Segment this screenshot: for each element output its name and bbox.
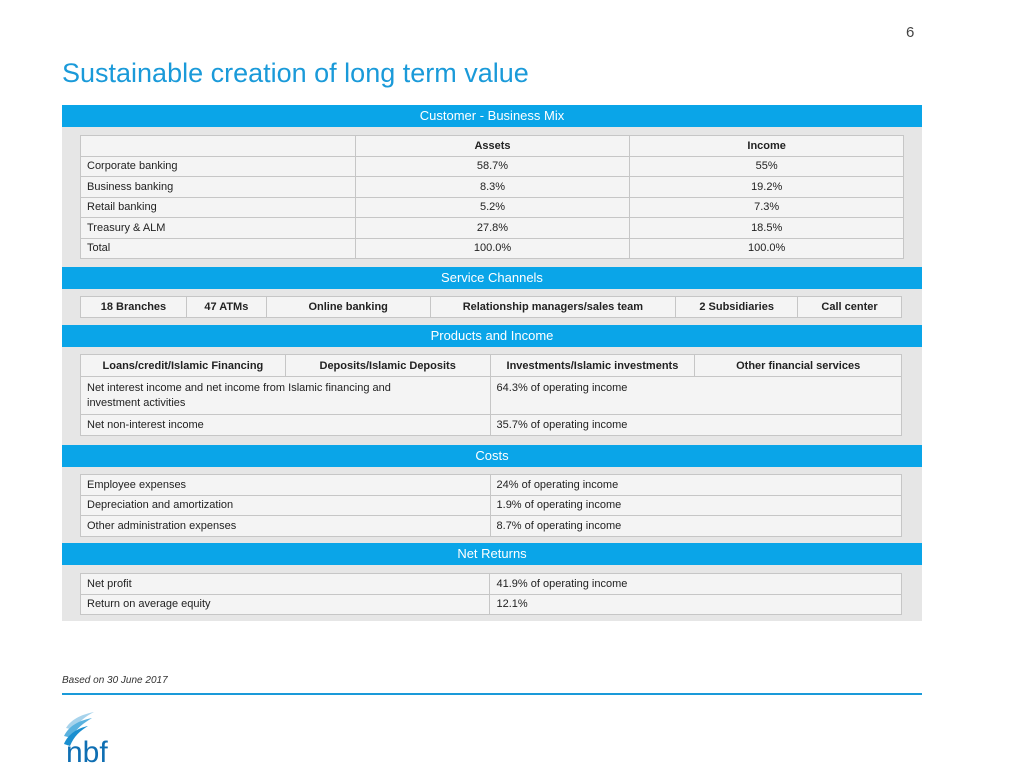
cost-value: 24% of operating income — [489, 474, 903, 496]
products-income-table: Loans/credit/Islamic Financing Deposits/… — [80, 354, 903, 436]
segment-label: Business banking — [80, 176, 356, 198]
table-row: Return on average equity 12.1% — [79, 593, 902, 615]
cost-label: Depreciation and amortization — [80, 494, 491, 516]
assets-value: 58.7% — [354, 155, 631, 177]
section-header-net-returns: Net Returns — [62, 543, 922, 565]
service-channels-table: 18 Branches 47 ATMs Online banking Relat… — [80, 296, 902, 318]
table-header-row: Assets Income — [80, 135, 904, 157]
section-header-service-channels: Service Channels — [62, 267, 922, 289]
channel-relationship-managers: Relationship managers/sales team — [429, 296, 677, 318]
costs-table: Employee expenses 24% of operating incom… — [80, 474, 903, 537]
cost-label: Other administration expenses — [80, 515, 491, 537]
table-row: Business banking 8.3% 19.2% — [80, 176, 904, 198]
assets-value: 8.3% — [354, 176, 631, 198]
footnote: Based on 30 June 2017 — [62, 675, 168, 686]
income-value: 64.3% of operating income — [489, 376, 903, 415]
income-value: 55% — [629, 155, 904, 177]
table-row-total: Total 100.0% 100.0% — [80, 237, 904, 259]
product-loans: Loans/credit/Islamic Financing — [80, 354, 286, 377]
income-value: 7.3% — [629, 196, 904, 218]
table-header-row: Loans/credit/Islamic Financing Deposits/… — [80, 354, 902, 377]
table-row: Net non-interest income 35.7% of operati… — [80, 414, 903, 436]
income-label: Net non-interest income — [80, 414, 491, 436]
assets-value: 100.0% — [354, 237, 631, 259]
column-header — [80, 135, 356, 157]
page-number: 6 — [906, 24, 915, 41]
return-value: 12.1% — [489, 593, 902, 615]
section-header-products-income: Products and Income — [62, 325, 922, 347]
income-label: Net interest income and net income from … — [80, 376, 491, 415]
business-mix-table: Assets Income Corporate banking 58.7% 55… — [80, 135, 904, 259]
income-value: 35.7% of operating income — [489, 414, 903, 436]
section-header-costs: Costs — [62, 445, 922, 467]
table-row: Other administration expenses 8.7% of op… — [80, 515, 903, 537]
product-deposits: Deposits/Islamic Deposits — [284, 354, 491, 377]
section-header-business-mix: Customer - Business Mix — [62, 105, 922, 127]
footer-divider — [62, 693, 922, 695]
product-other-services: Other financial services — [694, 354, 902, 377]
table-row: Net profit 41.9% of operating income — [79, 573, 902, 595]
return-label: Return on average equity — [79, 593, 491, 615]
table-row: Net interest income and net income from … — [80, 376, 903, 415]
income-value: 18.5% — [629, 217, 904, 239]
assets-value: 27.8% — [354, 217, 631, 239]
channel-online-banking: Online banking — [265, 296, 431, 318]
table-row: Employee expenses 24% of operating incom… — [80, 474, 903, 496]
column-header-assets: Assets — [354, 135, 631, 157]
nbf-logo-graphic: nbf — [64, 712, 108, 769]
segment-label: Treasury & ALM — [80, 217, 356, 239]
channel-call-center: Call center — [797, 296, 902, 318]
page-title: Sustainable creation of long term value — [62, 58, 529, 88]
table-row: Corporate banking 58.7% 55% — [80, 155, 904, 177]
cost-value: 1.9% of operating income — [489, 494, 903, 516]
table-row: Retail banking 5.2% 7.3% — [80, 196, 904, 218]
income-value: 100.0% — [629, 237, 904, 259]
segment-label: Total — [80, 237, 356, 259]
logo-wordmark: nbf — [66, 736, 108, 766]
segment-label: Retail banking — [80, 196, 356, 218]
table-row: Treasury & ALM 27.8% 18.5% — [80, 217, 904, 239]
assets-value: 5.2% — [354, 196, 631, 218]
return-label: Net profit — [79, 573, 491, 595]
channel-branches: 18 Branches — [80, 296, 187, 318]
net-returns-table: Net profit 41.9% of operating income Ret… — [79, 573, 902, 615]
segment-label: Corporate banking — [80, 155, 356, 177]
product-investments: Investments/Islamic investments — [489, 354, 696, 377]
table-row: Depreciation and amortization 1.9% of op… — [80, 494, 903, 516]
channel-atms: 47 ATMs — [185, 296, 267, 318]
cost-label: Employee expenses — [80, 474, 491, 496]
column-header-income: Income — [629, 135, 904, 157]
cost-value: 8.7% of operating income — [489, 515, 903, 537]
income-value: 19.2% — [629, 176, 904, 198]
table-row: 18 Branches 47 ATMs Online banking Relat… — [80, 296, 902, 318]
channel-subsidiaries: 2 Subsidiaries — [675, 296, 799, 318]
return-value: 41.9% of operating income — [489, 573, 902, 595]
nbf-logo: nbf — [58, 706, 138, 769]
